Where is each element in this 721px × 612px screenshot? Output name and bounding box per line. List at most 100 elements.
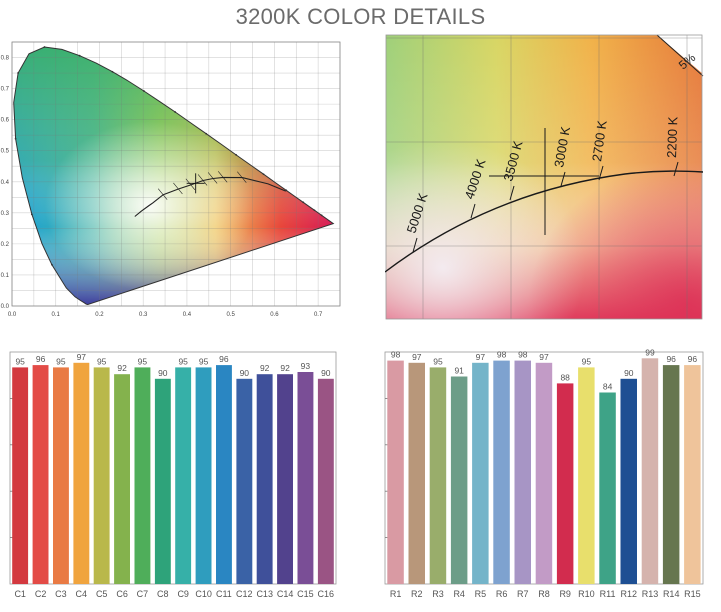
- fidelity-bar-c1: [12, 367, 29, 584]
- cri-category-label: R7: [517, 589, 529, 599]
- wavelength-tick: [205, 132, 208, 135]
- cri-value-label: 90: [624, 368, 634, 378]
- fidelity-value-label: 95: [97, 356, 107, 366]
- cri-value-label: 97: [476, 352, 486, 362]
- cri-value-label: 98: [391, 350, 401, 360]
- wavelength-tick: [320, 214, 323, 217]
- fidelity-category-label: C12: [236, 589, 253, 599]
- fidelity-bar-c15: [297, 372, 314, 584]
- cri-bar-r15: [684, 365, 701, 584]
- fidelity-bar-c13: [256, 374, 273, 584]
- cri-category-label: R15: [684, 589, 701, 599]
- cri-category-label: R3: [432, 589, 444, 599]
- cct-tick: [560, 171, 566, 187]
- fidelity-category-label: C10: [195, 589, 212, 599]
- fidelity-category-label: C16: [318, 589, 335, 599]
- cri-bar-r7: [514, 360, 531, 584]
- cie-y-tick-label: 0.7: [1, 87, 10, 93]
- wavelength-tick: [14, 137, 17, 140]
- cri-value-label: 84: [603, 382, 613, 392]
- cct-label: 2200 K: [664, 116, 680, 158]
- wavelength-tick: [51, 263, 53, 266]
- wavelength-tick: [111, 70, 114, 73]
- cct-tick: [509, 185, 515, 201]
- cie-y-tick-label: 0.0: [1, 304, 10, 310]
- fidelity-value-label: 97: [77, 352, 87, 362]
- cie-y-tick-label: 0.1: [1, 273, 10, 279]
- fidelity-bar-c10: [195, 367, 212, 584]
- wavelength-tick: [174, 111, 177, 113]
- cri-category-label: R2: [411, 589, 423, 599]
- cri-value-label: 98: [518, 350, 528, 360]
- spectral-locus-edge: [656, 34, 704, 77]
- cct-tick: [598, 165, 604, 181]
- fidelity-category-label: C6: [116, 589, 128, 599]
- cri-value-label: 96: [666, 354, 676, 364]
- fidelity-category-label: C5: [96, 589, 108, 599]
- cri-category-label: R9: [559, 589, 571, 599]
- cie-x-tick-label: 0.0: [8, 312, 17, 318]
- cri-bar-r8: [535, 362, 553, 584]
- cie-x-tick-label: 0.2: [95, 312, 104, 318]
- fidelity-value-label: 96: [219, 354, 229, 364]
- wavelength-tick: [235, 153, 238, 156]
- fidelity-category-label: C8: [157, 589, 169, 599]
- cct-tick: [185, 178, 196, 191]
- fidelity-value-label: 90: [158, 368, 168, 378]
- cri-bar-r2: [408, 362, 425, 584]
- fidelity-category-label: C9: [177, 589, 189, 599]
- cie-x-tick-label: 0.5: [226, 312, 235, 318]
- fidelity-bar-c16: [317, 378, 334, 584]
- cri-bar-r11: [599, 392, 616, 584]
- fidelity-value-label: 90: [321, 368, 331, 378]
- cri-value-label: 97: [412, 352, 422, 362]
- cct-tick: [470, 203, 476, 219]
- fidelity-bar-c14: [277, 374, 293, 584]
- wavelength-tick: [285, 189, 288, 192]
- cri-bar-r13: [641, 358, 659, 584]
- wavelength-tick: [30, 213, 33, 216]
- fidelity-value-label: 95: [199, 356, 209, 366]
- fidelity-value-label: 95: [56, 356, 66, 366]
- fidelity-bar-c6: [114, 374, 130, 584]
- wavelength-tick: [78, 54, 81, 57]
- fidelity-bar-c3: [53, 367, 69, 584]
- cri-bar-r9: [556, 383, 574, 584]
- cct-tick: [197, 174, 208, 186]
- spectral-locus: [13, 46, 335, 305]
- cri-category-label: R10: [578, 589, 595, 599]
- cct-tick: [217, 171, 228, 183]
- fidelity-bar-c2: [32, 365, 49, 584]
- cie-y-tick-label: 0.2: [1, 242, 10, 248]
- cri-value-label: 96: [688, 354, 698, 364]
- fidelity-bar-c7: [134, 367, 151, 584]
- fidelity-category-label: C3: [55, 589, 67, 599]
- cri-category-label: R13: [642, 589, 659, 599]
- cri-bar-r1: [387, 360, 404, 584]
- fidelity-bar-c4: [73, 362, 90, 584]
- fidelity-category-label: C15: [297, 589, 314, 599]
- cri-bar-chart: 98 R1 97 R2 95 R3 91 R4 97 R5 98 R6 98 R7 97 R8 88 R9 95 R1…: [384, 347, 704, 599]
- cie-frame: [11, 41, 341, 307]
- cri-value-label: 88: [560, 372, 570, 382]
- cri-bar-r10: [578, 367, 595, 584]
- cct-tick: [207, 172, 218, 184]
- cct-tick: [237, 171, 247, 183]
- cri-bar-r14: [662, 365, 680, 584]
- fidelity-category-label: C7: [137, 589, 149, 599]
- cct-tick: [173, 182, 183, 195]
- cie-y-tick-label: 0.3: [1, 211, 10, 217]
- cct-tick: [157, 188, 168, 200]
- cie-y-tick-label: 0.5: [1, 149, 10, 155]
- cri-category-label: R14: [663, 589, 680, 599]
- fidelity-value-label: 95: [15, 356, 25, 366]
- fidelity-category-label: C13: [256, 589, 273, 599]
- cie-x-tick-label: 0.7: [314, 312, 323, 318]
- fidelity-value-label: 96: [36, 354, 46, 364]
- cri-bar-r12: [620, 378, 637, 584]
- cri-category-label: R1: [390, 589, 402, 599]
- cie-x-tick-label: 0.4: [183, 312, 192, 318]
- cri-bar-r6: [493, 360, 510, 584]
- cie-x-tick-label: 0.1: [52, 312, 61, 318]
- fidelity-category-label: C1: [14, 589, 26, 599]
